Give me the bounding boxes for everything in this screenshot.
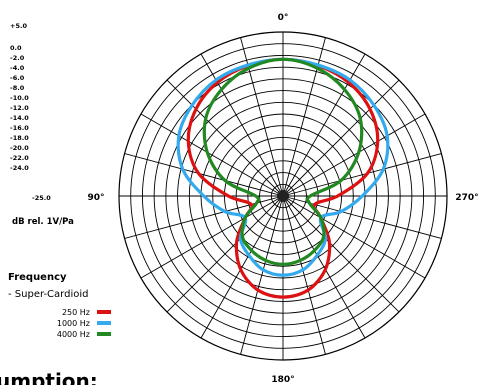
grid-spoke — [282, 53, 366, 197]
text-layer: 0° 90° 180° 270° dB rel. 1V/Pa Frequency… — [0, 13, 479, 385]
radial-tick-labels: +5.0 0.0 -2.0 -4.0 -6.0 -8.0 -10.0 -12.0 -14.0 -1… — [10, 22, 51, 202]
radial-tick-label: -24.0 — [10, 164, 29, 172]
grid-spoke — [166, 195, 284, 313]
angle-label-0: 0° — [278, 13, 289, 23]
series-layer — [176, 57, 390, 299]
radial-tick-label: -4.0 — [10, 64, 25, 72]
grid-spoke — [140, 113, 284, 197]
legend-label: 4000 Hz — [57, 330, 90, 339]
legend-swatch — [97, 332, 111, 336]
radial-tick-label: -22.0 — [10, 154, 29, 162]
legend-subtitle: - Super-Cardioid — [8, 289, 88, 300]
series-line-250-hz — [186, 57, 380, 299]
grid-spoke — [240, 195, 284, 355]
grid-spoke — [282, 195, 366, 339]
grid-spoke — [140, 195, 284, 279]
grid-spoke — [282, 153, 442, 197]
grid-spoke — [282, 79, 400, 197]
angle-label-270: 270° — [455, 193, 478, 203]
grid-spoke — [124, 153, 284, 197]
grid-spoke — [200, 195, 284, 339]
radial-tick-label: -8.0 — [10, 84, 25, 92]
radial-tick-label: -12.0 — [10, 104, 29, 112]
radial-tick-label: -6.0 — [10, 74, 25, 82]
radial-tick-label: -16.0 — [10, 124, 29, 132]
grid-spoke — [282, 195, 400, 313]
angle-label-180: 180° — [271, 375, 294, 385]
radial-tick-label: -25.0 — [32, 194, 51, 202]
series-line-1000-hz — [176, 57, 390, 277]
grid-spoke — [282, 195, 326, 355]
legend-swatch — [97, 310, 111, 314]
legend-label: 250 Hz — [62, 308, 90, 317]
radial-tick-label: -2.0 — [10, 54, 25, 62]
radial-tick-label: +5.0 — [10, 22, 27, 30]
grid-spoke — [282, 113, 426, 197]
legend-title: Frequency — [8, 272, 67, 283]
radial-tick-label: -10.0 — [10, 94, 29, 102]
grid-spoke — [200, 53, 284, 197]
legend-label: 1000 Hz — [57, 319, 90, 328]
footer-text-fragment: umption: — [0, 369, 98, 385]
legend: 250 Hz 1000 Hz 4000 Hz — [57, 308, 111, 339]
radial-tick-label: -20.0 — [10, 144, 29, 152]
polar-grid — [118, 31, 448, 361]
grid-spoke — [282, 195, 426, 279]
radial-unit-label: dB rel. 1V/Pa — [12, 217, 74, 227]
legend-swatch — [97, 321, 111, 325]
grid-spoke — [166, 79, 284, 197]
radial-tick-label: 0.0 — [10, 44, 22, 52]
series-line-4000-hz — [202, 57, 364, 266]
grid-spoke — [282, 195, 442, 239]
grid-spoke — [124, 195, 284, 239]
angle-label-90: 90° — [87, 193, 104, 203]
radial-tick-label: -18.0 — [10, 134, 29, 142]
center-hub — [277, 190, 289, 202]
radial-tick-label: -14.0 — [10, 114, 29, 122]
